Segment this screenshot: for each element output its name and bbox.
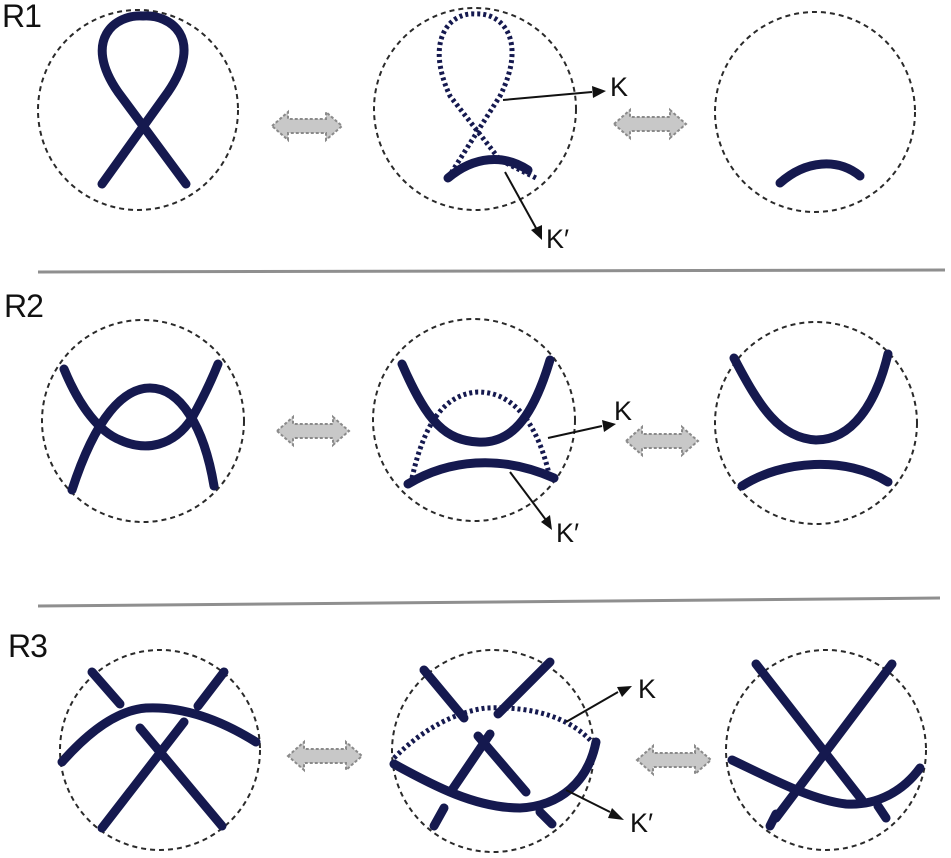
strand-r2-middle-k-dotted [409,389,553,479]
disk-r2-right [714,321,918,525]
strand-r2-left-lower-arc [59,359,223,451]
strand-r3-left-up-upper [193,667,229,711]
divider-r2-r3 [37,596,941,608]
strand-r3-left-top [57,703,261,767]
strand-r3-left-up-lower [97,717,189,833]
label-r1-kprime: K′ [546,224,570,254]
double-headed-arrow-icon [270,109,344,143]
strand-r2-right-upper [729,349,893,445]
strand-r2-left-upper-arc [67,383,219,495]
pointer-r2-k [547,420,616,439]
pointer-r1-k [502,86,606,101]
strand-r1-left-loop [97,11,191,189]
row-r3 [57,649,927,853]
double-headed-arrow-icon [635,743,713,777]
disk-r3-left [59,649,261,851]
strand-r3-middle-up-lower [447,729,495,795]
disk-r2-middle [372,318,576,522]
divider-r1-r2 [37,268,946,274]
strand-r3-middle-k-dotted [392,705,594,760]
strand-r3-middle-down-upper [419,665,469,723]
strand-r1-right-arc [775,159,865,188]
strand-r3-right-tail-left [765,809,781,831]
strand-r3-middle-up-upper [493,657,555,719]
row-label-r3: R3 [8,628,48,664]
strand-r3-right-down [751,659,867,805]
disk-r3-right [725,649,927,851]
row-r1 [37,7,916,240]
double-headed-arrow-icon [612,107,688,141]
label-r2-kprime: K′ [556,518,580,548]
strand-r3-right-bottom-arc [727,755,925,809]
strand-r2-middle-kprime [403,458,559,489]
double-headed-arrow-icon [624,424,700,458]
pointer-r3-kprime [565,789,624,820]
strand-r2-middle-k [397,355,555,447]
strand-r3-right-up [771,659,897,823]
pointer-r1-kprime [504,171,542,240]
strand-r3-left-down-lower [135,723,227,831]
label-r3-kprime: K′ [630,808,654,838]
label-r3-k: K [638,674,657,704]
double-headed-arrow-icon [275,414,351,448]
pointer-r3-k [565,686,632,723]
disk-r1-left [37,9,239,211]
row-label-r1: R1 [2,0,42,34]
disk-r1-right [714,11,916,213]
strand-r1-middle-k-dotted [436,11,538,181]
double-headed-arrow-icon [286,739,364,773]
disk-r2-left [41,319,245,523]
row-r2 [41,318,918,530]
strand-r3-left-down-upper [87,667,125,709]
strand-r3-middle-kprime [389,737,601,813]
strand-r1-middle-kprime [443,155,533,183]
strand-r3-middle-down-tail [535,807,557,829]
strand-r2-right-lower [737,459,893,491]
label-r2-k: K [614,396,633,426]
disk-r1-middle [373,7,577,211]
row-label-r2: R2 [4,288,44,324]
strand-r3-middle-up-tail [429,803,449,831]
strand-r3-right-tail-right [873,801,891,823]
label-r1-k: K [610,72,629,102]
pointer-r2-kprime [509,471,552,530]
